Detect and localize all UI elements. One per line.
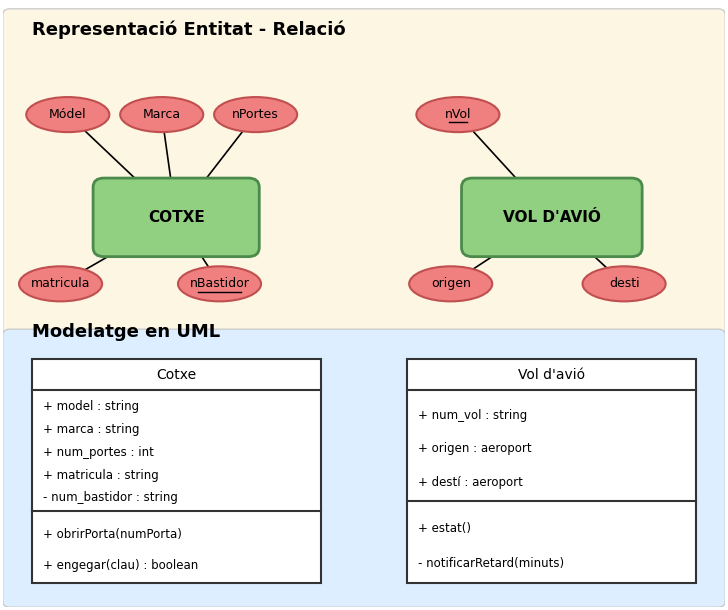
Text: + obrirPorta(numPorta): + obrirPorta(numPorta) [42, 528, 181, 540]
Ellipse shape [26, 97, 109, 132]
FancyBboxPatch shape [408, 359, 696, 583]
Text: - notificarRetard(minuts): - notificarRetard(minuts) [418, 557, 564, 570]
Text: VOL D'AVIÓ: VOL D'AVIÓ [503, 210, 601, 225]
Ellipse shape [582, 267, 665, 301]
Ellipse shape [178, 267, 261, 301]
FancyBboxPatch shape [32, 359, 320, 583]
FancyBboxPatch shape [93, 178, 259, 257]
Ellipse shape [19, 267, 102, 301]
Text: + num_vol : string: + num_vol : string [418, 409, 527, 422]
Text: Marca: Marca [143, 108, 181, 121]
Text: + model : string: + model : string [42, 400, 138, 413]
Text: Módel: Módel [49, 108, 87, 121]
Text: + matricula : string: + matricula : string [42, 468, 158, 482]
Ellipse shape [120, 97, 203, 132]
Text: desti: desti [609, 278, 639, 290]
Text: + engegar(clau) : boolean: + engegar(clau) : boolean [42, 559, 198, 572]
Text: COTXE: COTXE [148, 210, 205, 225]
Text: matricula: matricula [31, 278, 90, 290]
Text: + num_portes : int: + num_portes : int [42, 446, 154, 459]
Text: nBastidor: nBastidor [189, 278, 250, 290]
Text: + estat(): + estat() [418, 522, 471, 534]
Ellipse shape [416, 97, 499, 132]
Text: origen: origen [431, 278, 470, 290]
Text: Cotxe: Cotxe [156, 367, 197, 381]
FancyBboxPatch shape [3, 329, 725, 607]
Text: nPortes: nPortes [232, 108, 279, 121]
Text: Representació Entitat - Relació: Representació Entitat - Relació [32, 21, 345, 39]
Text: - num_bastidor : string: - num_bastidor : string [42, 492, 178, 504]
FancyBboxPatch shape [3, 9, 725, 336]
Text: + marca : string: + marca : string [42, 423, 139, 436]
Ellipse shape [409, 267, 492, 301]
Text: Modelatge en UML: Modelatge en UML [32, 323, 220, 341]
Text: nVol: nVol [445, 108, 471, 121]
Ellipse shape [214, 97, 297, 132]
FancyBboxPatch shape [462, 178, 642, 257]
Text: Vol d'avió: Vol d'avió [518, 367, 585, 381]
Text: + destí : aeroport: + destí : aeroport [418, 476, 523, 489]
Text: + origen : aeroport: + origen : aeroport [418, 442, 532, 456]
